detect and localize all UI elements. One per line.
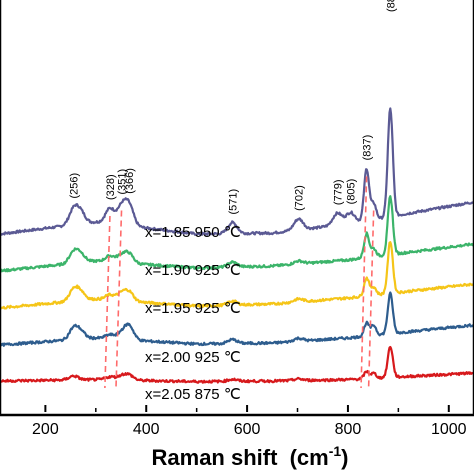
series-label: x=1.90 925 ℃ xyxy=(145,262,241,279)
x-axis-title-close: ) xyxy=(341,445,348,470)
peak-label: (366) xyxy=(124,168,136,194)
peak-label: (702) xyxy=(294,185,306,211)
series-label: x=1.85 950 ℃ xyxy=(145,224,241,241)
x-axis-title-main: Raman shift xyxy=(152,445,279,470)
x-tick-label: 600 xyxy=(234,421,261,438)
series-line xyxy=(0,291,474,347)
x-axis-title-unit: (cm xyxy=(290,445,329,470)
x-axis: 200 400 600 800 1000 xyxy=(32,405,467,438)
peak-label: (351) xyxy=(117,169,129,195)
peak-label: (328) xyxy=(105,174,117,200)
peak-label: (805) xyxy=(345,179,357,205)
series-line xyxy=(0,107,474,236)
peak-label: (779) xyxy=(332,179,344,205)
dashed-marker-line xyxy=(115,210,123,389)
series-label: x=1.95 925 ℃ xyxy=(145,300,241,317)
plot-frame xyxy=(0,0,474,417)
series-line xyxy=(0,241,474,310)
dashed-marker-layer xyxy=(104,176,375,389)
series-label-layer: x=1.85 950 ℃ x=1.90 925 ℃ x=1.95 925 ℃ x=2.… xyxy=(145,224,241,403)
dashed-marker-line xyxy=(367,210,375,389)
x-tick-label: 400 xyxy=(133,421,160,438)
x-tick-label: 200 xyxy=(32,421,59,438)
x-axis-title: Raman shift (cm-1) xyxy=(152,443,349,470)
peak-label-layer: (256) (328) (351)(366) (571) (702) (779) (805)… xyxy=(69,0,398,215)
dashed-marker-line xyxy=(360,176,368,389)
peak-label: (884) xyxy=(385,0,397,12)
peak-label: (571) xyxy=(227,189,239,215)
series-layer xyxy=(0,107,474,384)
peak-label: (837) xyxy=(362,135,374,161)
series-line xyxy=(0,345,474,384)
series-label: x=2.05 875 ℃ xyxy=(145,386,241,403)
x-axis-title-sup: -1 xyxy=(329,443,342,459)
dashed-marker-line xyxy=(104,216,111,389)
x-tick-label: 800 xyxy=(335,421,362,438)
series-label: x=2.00 925 ℃ xyxy=(145,349,241,366)
series-line xyxy=(0,195,474,274)
x-tick-label: 1000 xyxy=(431,421,467,438)
peak-label: (256) xyxy=(69,173,81,199)
